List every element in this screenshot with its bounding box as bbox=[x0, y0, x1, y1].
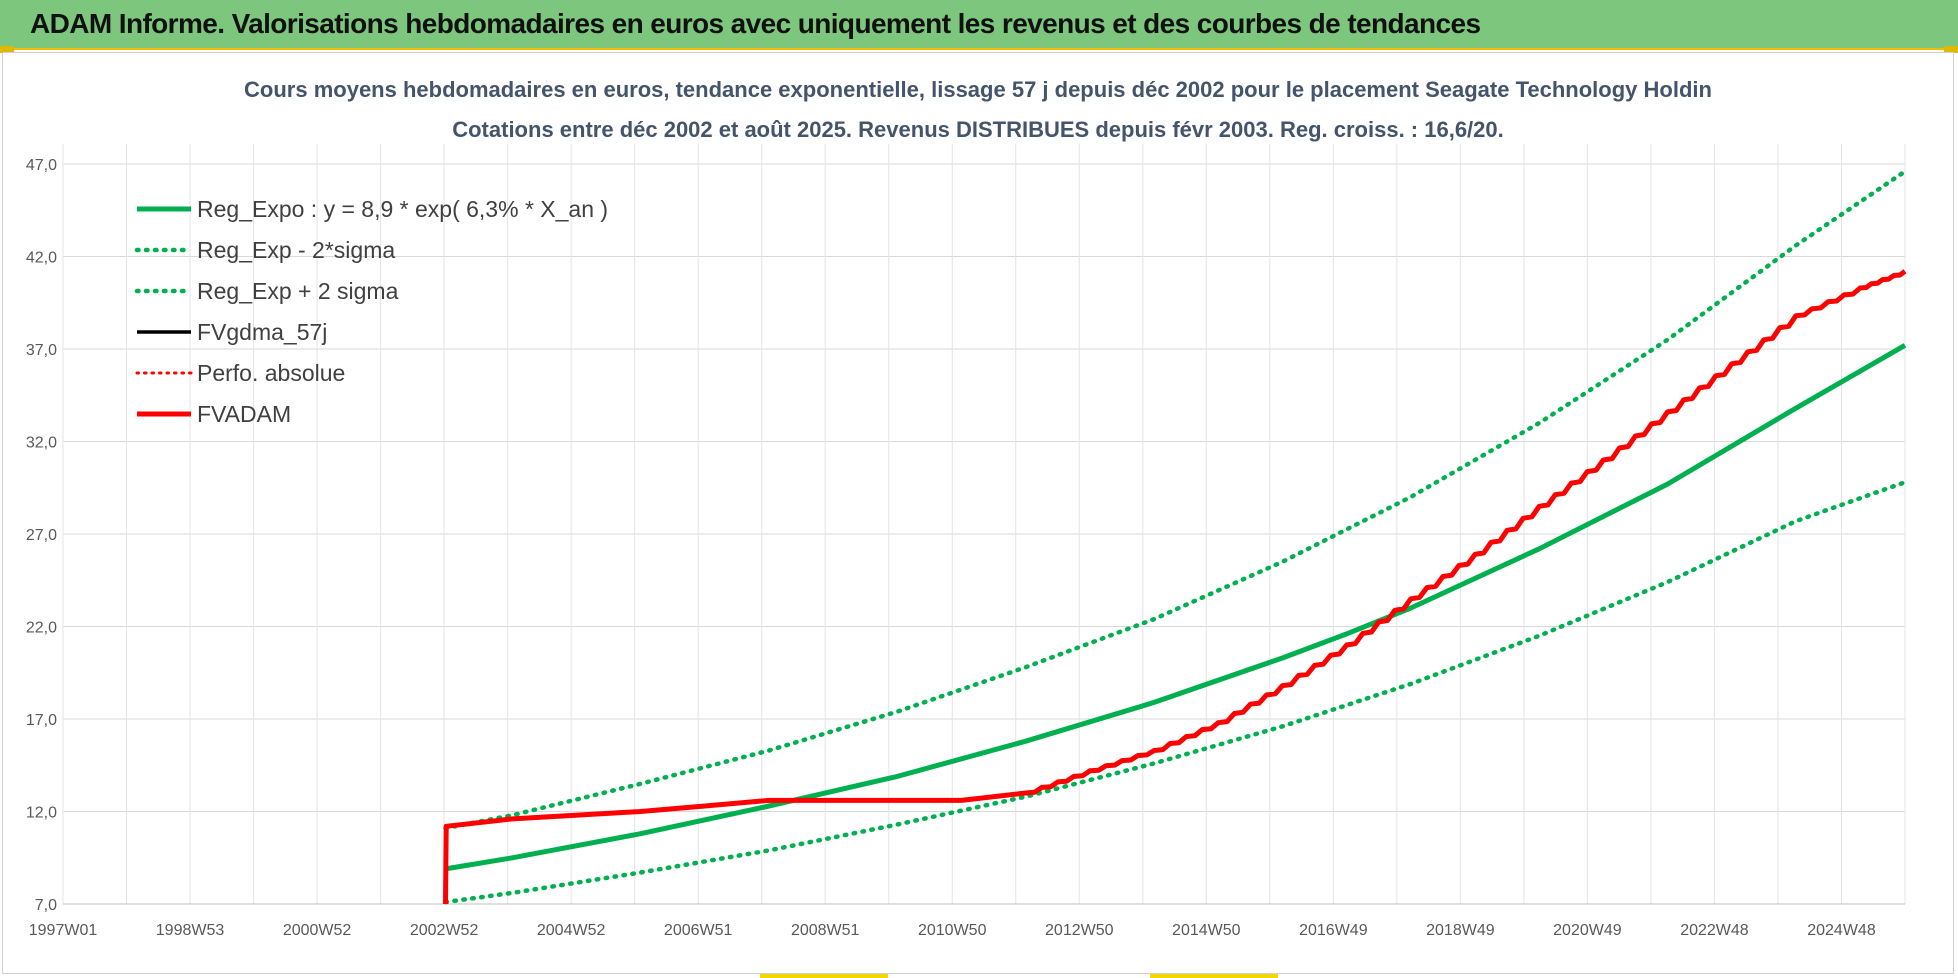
y-tick-label: 42,0 bbox=[26, 250, 57, 267]
x-tick-label: 2012W50 bbox=[1045, 922, 1114, 939]
y-tick-label: 27,0 bbox=[26, 527, 57, 544]
x-tick-label: 2000W52 bbox=[283, 922, 352, 939]
chart-title: Cours moyens hebdomadaires en euros, ten… bbox=[244, 77, 1712, 142]
x-tick-label: 2018W49 bbox=[1426, 922, 1495, 939]
legend-entry: Perfo. absolue bbox=[197, 360, 345, 386]
x-tick-label: 2002W52 bbox=[410, 922, 479, 939]
series-line bbox=[443, 479, 1908, 905]
x-tick-label: 2024W48 bbox=[1807, 922, 1876, 939]
x-tick-label: 2010W50 bbox=[918, 922, 987, 939]
series-line bbox=[445, 343, 1907, 872]
chart-title-line: Cotations entre déc 2002 et août 2025. R… bbox=[452, 117, 1504, 142]
chart-svg: 7,0 12,0 17,0 22,0 27,0 32,0 37,0 42,0 47,0 1997W… bbox=[26, 77, 1908, 939]
header-corner-right bbox=[1944, 46, 1958, 53]
y-tick-label: 17,0 bbox=[26, 712, 57, 729]
x-tick-label: 2014W50 bbox=[1172, 922, 1241, 939]
y-tick-label: 12,0 bbox=[26, 805, 57, 822]
legend-entry: Reg_Exp + 2 sigma bbox=[197, 278, 399, 304]
legend: Reg_Expo : y = 8,9 * exp( 6,3% * X_an ) R… bbox=[134, 196, 608, 427]
x-tick-label: 1997W01 bbox=[29, 922, 98, 939]
header-corner-left bbox=[0, 46, 14, 53]
chart-title-line: Cours moyens hebdomadaires en euros, ten… bbox=[244, 77, 1712, 102]
grid bbox=[62, 144, 1906, 905]
series-line bbox=[443, 269, 1907, 905]
x-tick-label: 2020W49 bbox=[1553, 922, 1622, 939]
x-tick-label: 2004W52 bbox=[537, 922, 606, 939]
x-tick-label: 2008W51 bbox=[791, 922, 860, 939]
y-tick-label: 37,0 bbox=[26, 342, 57, 359]
x-tick-label: 1998W53 bbox=[156, 922, 225, 939]
x-tick-label: 2006W51 bbox=[664, 922, 733, 939]
legend-entry: Reg_Exp - 2*sigma bbox=[197, 237, 395, 263]
axes: 7,0 12,0 17,0 22,0 27,0 32,0 37,0 42,0 47,0 1997W… bbox=[26, 157, 1905, 939]
report-title: ADAM Informe. Valorisations hebdomadaire… bbox=[30, 8, 1481, 39]
legend-entry: Reg_Expo : y = 8,9 * exp( 6,3% * X_an ) bbox=[197, 196, 608, 222]
report-header: ADAM Informe. Valorisations hebdomadaire… bbox=[0, 0, 1958, 50]
x-tick-label: 2016W49 bbox=[1299, 922, 1368, 939]
y-tick-label: 32,0 bbox=[26, 435, 57, 452]
bottom-marker bbox=[760, 974, 888, 978]
y-tick-label: 7,0 bbox=[35, 897, 57, 914]
bottom-marker bbox=[1150, 974, 1278, 978]
chart-frame: 7,0 12,0 17,0 22,0 27,0 32,0 37,0 42,0 47,0 1997W… bbox=[2, 52, 1954, 974]
y-tick-label: 22,0 bbox=[26, 620, 57, 637]
series-line bbox=[443, 169, 1908, 831]
legend-entry: FVADAM bbox=[197, 401, 291, 427]
legend-entry: FVgdma_57j bbox=[197, 319, 327, 345]
y-tick-label: 47,0 bbox=[26, 157, 57, 174]
series-layer bbox=[443, 169, 1908, 905]
x-tick-label: 2022W48 bbox=[1680, 922, 1749, 939]
